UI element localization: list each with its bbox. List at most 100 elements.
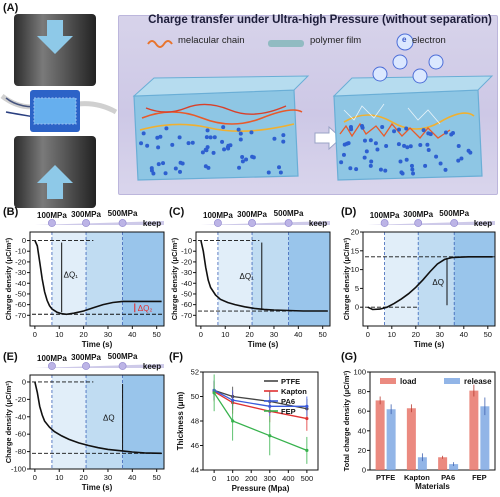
stage-label: keep (143, 362, 161, 371)
stage-label: 300MPa (71, 210, 101, 219)
y-tick-label: -20 (181, 257, 192, 266)
x-tick-label: 10 (55, 330, 63, 339)
charge-dot (163, 171, 168, 176)
y-tick-label: 0 (355, 303, 359, 312)
x-axis-label: Materials (415, 482, 450, 491)
plot-frame (29, 374, 165, 470)
legend-swatch (380, 378, 396, 384)
charge-dot (362, 138, 367, 143)
charge-dot (449, 132, 454, 137)
stage-label: 300MPa (71, 353, 101, 362)
bar-release (417, 457, 427, 470)
stage-label: keep (309, 219, 327, 228)
molecular-chain-icon (147, 40, 173, 48)
stage-marker (48, 362, 56, 370)
y-tick-label: -60 (181, 300, 192, 309)
charge-dot (149, 168, 154, 173)
charge-dot (220, 139, 225, 144)
charge-dot (249, 130, 254, 135)
y-tick-label: 10 (351, 265, 359, 274)
stage-marker (284, 219, 293, 227)
stage-label: 100MPa (370, 211, 400, 220)
y-axis-label: Total charge density (μC/m²) (342, 370, 351, 471)
pressure-ramp (34, 364, 164, 368)
charge-dot (200, 150, 205, 155)
x-tick-label: 300 (264, 474, 277, 483)
x-axis-label: Time (s) (248, 340, 279, 349)
y-axis-label: Thickness (μm) (176, 391, 185, 450)
stage-shade-100mpa (51, 232, 87, 326)
x-tick-label: 500 (301, 474, 314, 483)
stage-shade-500mpa (288, 232, 330, 326)
stage-label: 300MPa (403, 210, 433, 219)
charge-dot (236, 127, 241, 132)
y-tick-label: 0 (362, 466, 366, 475)
y-tick-label: -60 (15, 300, 26, 309)
charge-dot (139, 141, 144, 146)
panel-label: (G) (341, 351, 357, 363)
charge-dot (272, 136, 277, 141)
legend-polymer-film: polymer film (310, 35, 362, 46)
charge-dot (339, 160, 344, 165)
charge-dot (206, 165, 211, 170)
charge-dot (204, 135, 209, 140)
y-axis-label: Charge density (μC/m²) (342, 237, 351, 320)
bar-release (386, 409, 396, 470)
stage-marker (82, 362, 90, 370)
y-tick-label: -10 (181, 247, 192, 256)
x-tick-label: 400 (282, 474, 295, 483)
charge-dot (456, 158, 461, 163)
y-tick-label: -70 (15, 311, 26, 320)
plot-frame (195, 231, 331, 327)
charge-dot (237, 165, 242, 170)
charge-dot (405, 145, 410, 150)
y-tick-label: -10 (15, 247, 26, 256)
y-tick-label: -50 (181, 289, 192, 298)
charge-dot (398, 159, 403, 164)
panel-a-title: Charge transfer under Ultra-high Pressur… (148, 14, 492, 26)
stage-label: 500MPa (108, 352, 138, 361)
chart-e: (E) 100MPa 300MPa 500MPa keep 0 10 20 30 40 50 0 -20… (3, 351, 165, 492)
x-tick-label: 0 (366, 330, 370, 339)
charge-dot (177, 135, 182, 140)
charge-dot (250, 154, 255, 159)
x-tick-label: 50 (484, 330, 492, 339)
legend-entry: load (400, 377, 417, 386)
stage-label: 100MPa (37, 211, 67, 220)
y-axis-label: Charge density (μC/m²) (170, 237, 179, 320)
stage-shade-500mpa (122, 232, 164, 326)
hydraulic-press-illustration (0, 14, 118, 208)
charge-dot (400, 171, 405, 176)
charge-dot (375, 147, 380, 152)
charge-dots (139, 124, 473, 176)
stage-marker (82, 219, 90, 227)
category-label: FEP (472, 473, 487, 482)
data-point (305, 416, 309, 421)
stage-marker (450, 219, 459, 227)
arrow-up-icon (37, 165, 73, 199)
annotation-dq2: ΔQ₂ (138, 304, 153, 313)
y-tick-label: 40 (358, 426, 366, 435)
x-tick-label: 20 (245, 330, 253, 339)
charge-dot (244, 157, 249, 162)
x-tick-label: 40 (128, 473, 136, 482)
charge-dot (404, 126, 409, 131)
legend-entry: PA6 (281, 397, 295, 406)
charge-dot (409, 163, 414, 168)
charge-dot (145, 143, 150, 148)
electron-symbol: e (402, 35, 407, 44)
stage-marker (48, 219, 56, 227)
x-axis-label: Pressure (Mpa) (232, 484, 290, 493)
charge-dot (240, 159, 245, 164)
charge-dot (238, 131, 243, 136)
stage-shade-300mpa (86, 232, 123, 326)
charge-dot (368, 163, 373, 168)
y-tick-label: 60 (358, 407, 366, 416)
stage-shade-500mpa (122, 375, 164, 469)
x-tick-label: 0 (199, 330, 203, 339)
stage-label: 500MPa (439, 209, 469, 218)
stage-marker (414, 219, 423, 227)
legend-electron: electron (412, 35, 446, 46)
charge-dot (186, 141, 191, 146)
panel-label: (B) (3, 206, 19, 218)
